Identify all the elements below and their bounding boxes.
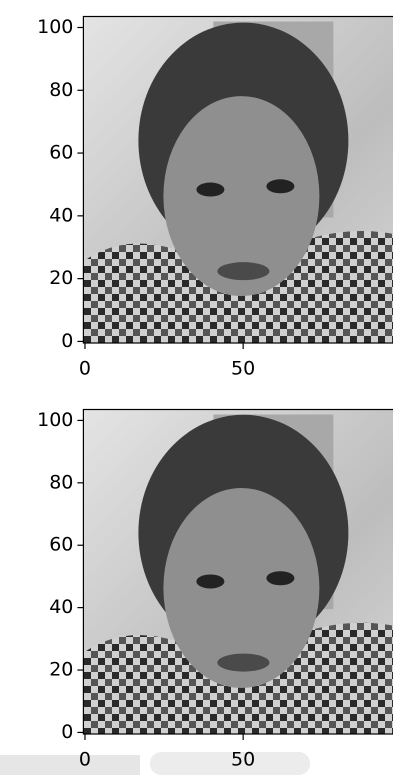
eye — [196, 183, 224, 197]
y-tick-label: 80 — [49, 471, 73, 493]
y-tick-label: 80 — [49, 79, 73, 101]
y-tick-label: 0 — [61, 721, 73, 743]
y-tick-label: 0 — [61, 330, 73, 352]
y-tick-label: 20 — [49, 659, 73, 681]
overlay — [0, 755, 140, 775]
y-tick-label: 60 — [49, 534, 73, 556]
y-tick-label: 100 — [37, 16, 73, 38]
eye — [196, 574, 224, 588]
y-tick-label: 40 — [49, 596, 73, 618]
mouth — [217, 262, 269, 280]
mouth — [217, 654, 269, 672]
overlay — [150, 752, 310, 775]
y-tick-label: 20 — [49, 267, 73, 289]
image — [83, 410, 393, 735]
x-tick-label: 0 — [79, 358, 91, 380]
figure: 0 20 40 60 80 100 0 50 0 20 40 60 80 100 0 50 — [0, 0, 393, 775]
y-tick-label: 100 — [37, 409, 73, 431]
eye — [266, 571, 294, 585]
x-tick-label: 0 — [79, 749, 91, 771]
y-tick-label: 60 — [49, 142, 73, 164]
eye — [266, 179, 294, 193]
y-tick-label: 40 — [49, 204, 73, 226]
image — [83, 17, 393, 344]
x-tick-label: 50 — [231, 358, 255, 380]
x-tick-label: 50 — [231, 749, 255, 771]
